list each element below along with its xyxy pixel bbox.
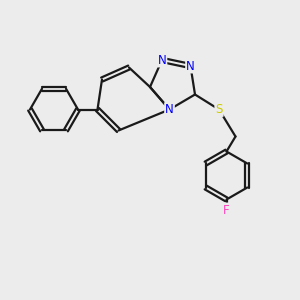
Text: N: N xyxy=(158,53,166,67)
Text: S: S xyxy=(215,103,223,116)
Text: N: N xyxy=(165,103,174,116)
Text: F: F xyxy=(223,203,230,217)
Text: N: N xyxy=(186,59,195,73)
